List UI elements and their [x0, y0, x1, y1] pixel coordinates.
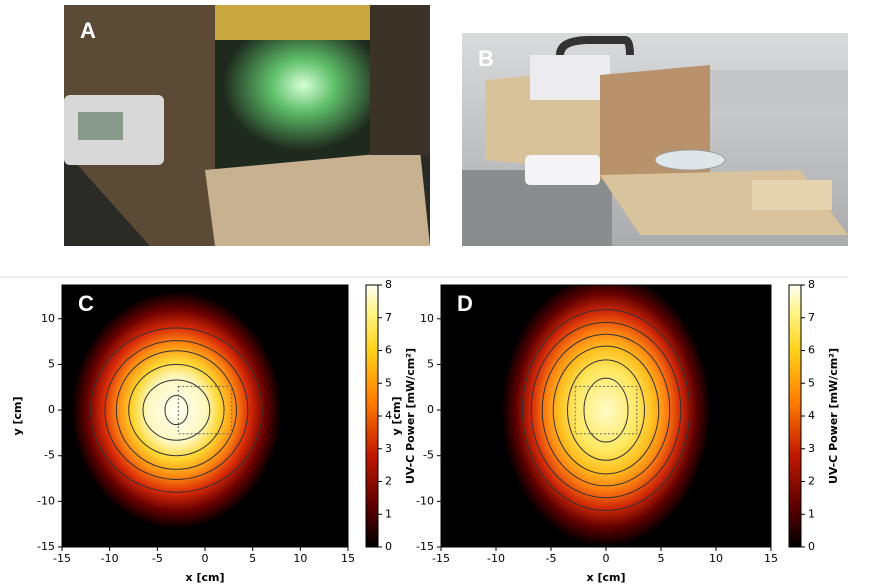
x-tick-label: 0: [202, 552, 209, 565]
x-tick-label: 15: [764, 552, 778, 565]
contour: [530, 321, 682, 499]
colorbar-tick-label: 7: [808, 311, 815, 324]
x-tick-label: -5: [152, 552, 163, 565]
x-tick-label: 5: [658, 552, 665, 565]
x-tick-label: 5: [249, 552, 256, 565]
y-axis-label: y [cm]: [390, 396, 403, 435]
contour: [90, 327, 263, 493]
y-tick-label: 5: [48, 357, 55, 370]
colorbar-tick-label: 0: [808, 540, 815, 553]
heatmap-field: [71, 291, 282, 529]
colorbar-tick-label: 4: [385, 409, 392, 422]
panel-label: B: [478, 46, 494, 71]
colorbar-tick-label: 8: [808, 278, 815, 291]
x-tick-label: 0: [603, 552, 610, 565]
x-tick-label: -15: [53, 552, 71, 565]
photo-b: B: [462, 33, 848, 246]
x-tick-label: -10: [487, 552, 505, 565]
y-tick-label: -15: [37, 540, 55, 553]
y-tick-label: -10: [37, 494, 55, 507]
colorbar-tick-label: 6: [808, 344, 815, 357]
y-tick-label: -5: [423, 449, 434, 462]
x-tick-label: 10: [293, 552, 307, 565]
colorbar-label: UV-C Power [mW/cm²]: [827, 348, 840, 484]
x-tick-label: 15: [341, 552, 355, 565]
y-tick-label: -5: [44, 449, 55, 462]
x-tick-label: -5: [546, 552, 557, 565]
colorbar: [365, 284, 379, 548]
y-tick-label: 0: [48, 403, 55, 416]
sample-outline: [574, 385, 638, 435]
panel-label: A: [80, 18, 96, 43]
colorbar-tick-label: 2: [808, 475, 815, 488]
contour: [104, 340, 249, 480]
y-tick-label: -15: [416, 540, 434, 553]
heatmap-area: [441, 285, 771, 547]
colorbar-tick-label: 3: [385, 442, 392, 455]
colorbar-tick-label: 1: [808, 507, 815, 520]
colorbar-tick-label: 8: [385, 278, 392, 291]
contour: [583, 377, 629, 443]
panel-label: D: [457, 291, 473, 316]
colorbar-tick-label: 5: [385, 376, 392, 389]
heatmap-area: [62, 285, 348, 547]
colorbar-tick-label: 3: [808, 442, 815, 455]
x-axis-label: x [cm]: [587, 571, 626, 584]
colorbar-tick-label: 4: [808, 409, 815, 422]
colorbar-tick-label: 1: [385, 507, 392, 520]
photo-a: A: [64, 5, 430, 246]
colorbar-tick-label: 7: [385, 311, 392, 324]
contour: [521, 309, 691, 511]
contour: [164, 394, 189, 426]
contour: [128, 363, 225, 457]
contour: [541, 333, 671, 487]
y-tick-label: 10: [420, 312, 434, 325]
colorbar-tick-label: 0: [385, 540, 392, 553]
colorbar-tick-label: 6: [385, 344, 392, 357]
colorbar-label: UV-C Power [mW/cm²]: [404, 348, 417, 484]
heatmap-field: [501, 285, 711, 547]
y-axis-label: y [cm]: [11, 396, 24, 435]
x-tick-label: -10: [101, 552, 119, 565]
y-tick-label: 5: [427, 357, 434, 370]
contour: [552, 345, 660, 475]
y-tick-label: 0: [427, 403, 434, 416]
contour: [567, 359, 645, 461]
panel-label: C: [78, 291, 94, 316]
y-tick-label: 10: [41, 312, 55, 325]
colorbar-tick-label: 2: [385, 475, 392, 488]
x-tick-label: -15: [432, 552, 450, 565]
x-axis-label: x [cm]: [186, 571, 225, 584]
colorbar: [788, 284, 802, 548]
contour: [115, 350, 237, 470]
sample-outline: [177, 385, 233, 435]
y-tick-label: -10: [416, 494, 434, 507]
x-tick-label: 10: [709, 552, 723, 565]
contour: [142, 379, 211, 441]
colorbar-tick-label: 5: [808, 376, 815, 389]
